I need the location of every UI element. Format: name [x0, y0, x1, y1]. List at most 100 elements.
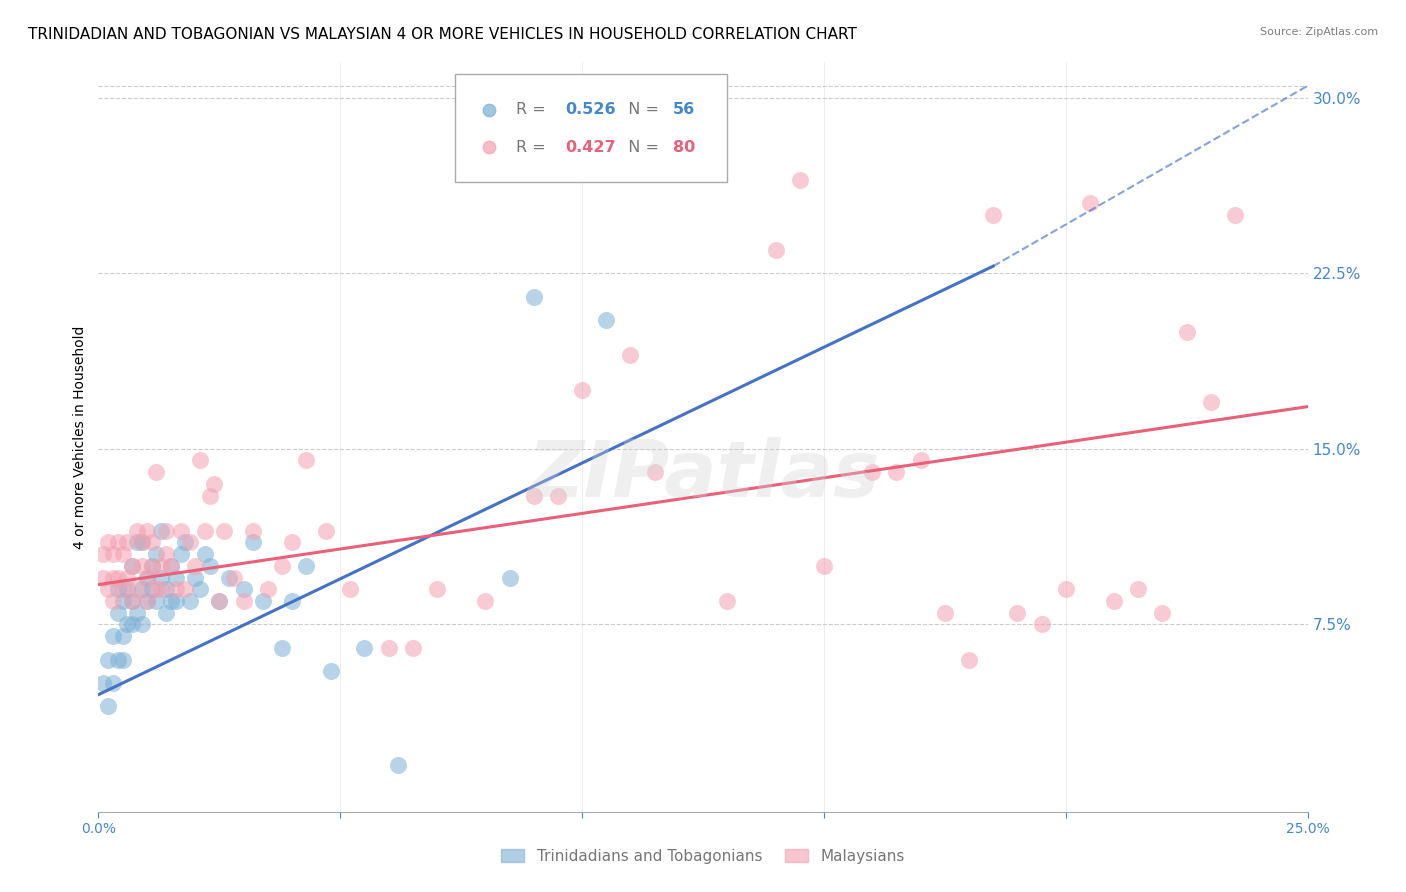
Malaysians — [179, 535, 201, 549]
Malaysians — [1054, 582, 1077, 597]
Malaysians — [339, 582, 361, 597]
Malaysians — [107, 535, 129, 549]
Trinidadians and Tobagonians — [107, 606, 129, 620]
Legend: Trinidadians and Tobagonians, Malaysians: Trinidadians and Tobagonians, Malaysians — [494, 841, 912, 871]
Malaysians — [1175, 325, 1198, 339]
Trinidadians and Tobagonians — [107, 652, 129, 666]
Malaysians — [165, 582, 187, 597]
Trinidadians and Tobagonians — [131, 617, 153, 632]
Trinidadians and Tobagonians — [111, 629, 134, 643]
Malaysians — [121, 594, 143, 608]
Text: 80: 80 — [672, 140, 695, 154]
Malaysians — [474, 594, 496, 608]
Malaysians — [402, 640, 425, 655]
Malaysians — [141, 558, 163, 573]
Trinidadians and Tobagonians — [184, 571, 207, 585]
Trinidadians and Tobagonians — [281, 594, 304, 608]
Trinidadians and Tobagonians — [127, 535, 149, 549]
Y-axis label: 4 or more Vehicles in Household: 4 or more Vehicles in Household — [73, 326, 87, 549]
Malaysians — [222, 571, 245, 585]
Malaysians — [1128, 582, 1150, 597]
Malaysians — [111, 547, 134, 561]
Text: TRINIDADIAN AND TOBAGONIAN VS MALAYSIAN 4 OR MORE VEHICLES IN HOUSEHOLD CORRELAT: TRINIDADIAN AND TOBAGONIAN VS MALAYSIAN … — [28, 27, 858, 42]
Malaysians — [194, 524, 217, 538]
Malaysians — [121, 558, 143, 573]
Trinidadians and Tobagonians — [319, 664, 342, 679]
Malaysians — [174, 582, 197, 597]
Malaysians — [1102, 594, 1125, 608]
Malaysians — [957, 652, 980, 666]
Malaysians — [271, 558, 294, 573]
Trinidadians and Tobagonians — [101, 629, 124, 643]
Malaysians — [97, 535, 120, 549]
Trinidadians and Tobagonians — [121, 594, 143, 608]
Malaysians — [1199, 395, 1222, 409]
Malaysians — [232, 594, 254, 608]
Malaysians — [184, 558, 207, 573]
Malaysians — [135, 594, 157, 608]
Trinidadians and Tobagonians — [141, 582, 163, 597]
Trinidadians and Tobagonians — [295, 558, 318, 573]
Trinidadians and Tobagonians — [155, 606, 177, 620]
Malaysians — [101, 571, 124, 585]
Trinidadians and Tobagonians — [150, 571, 173, 585]
Trinidadians and Tobagonians — [111, 652, 134, 666]
Text: 0.526: 0.526 — [565, 103, 616, 117]
Malaysians — [295, 453, 318, 467]
Malaysians — [426, 582, 449, 597]
Trinidadians and Tobagonians — [97, 652, 120, 666]
Trinidadians and Tobagonians — [252, 594, 274, 608]
Trinidadians and Tobagonians — [107, 582, 129, 597]
Malaysians — [910, 453, 932, 467]
Trinidadians and Tobagonians — [232, 582, 254, 597]
Trinidadians and Tobagonians — [242, 535, 264, 549]
Malaysians — [135, 571, 157, 585]
Malaysians — [160, 558, 183, 573]
Malaysians — [150, 558, 173, 573]
Malaysians — [1223, 208, 1246, 222]
Malaysians — [155, 524, 177, 538]
Text: 56: 56 — [672, 103, 695, 117]
Malaysians — [117, 571, 139, 585]
Malaysians — [91, 547, 114, 561]
Text: Source: ZipAtlas.com: Source: ZipAtlas.com — [1260, 27, 1378, 37]
Trinidadians and Tobagonians — [169, 547, 191, 561]
Text: 0.427: 0.427 — [565, 140, 616, 154]
Malaysians — [256, 582, 278, 597]
Trinidadians and Tobagonians — [131, 582, 153, 597]
Malaysians — [934, 606, 956, 620]
Trinidadians and Tobagonians — [165, 594, 187, 608]
Malaysians — [571, 384, 593, 398]
Malaysians — [242, 524, 264, 538]
Trinidadians and Tobagonians — [141, 558, 163, 573]
Trinidadians and Tobagonians — [117, 582, 139, 597]
Trinidadians and Tobagonians — [117, 617, 139, 632]
Malaysians — [141, 535, 163, 549]
Trinidadians and Tobagonians — [387, 758, 409, 772]
Malaysians — [135, 524, 157, 538]
Trinidadians and Tobagonians — [194, 547, 217, 561]
Malaysians — [107, 571, 129, 585]
Trinidadians and Tobagonians — [523, 289, 546, 303]
Malaysians — [131, 558, 153, 573]
Malaysians — [1078, 195, 1101, 210]
Malaysians — [1152, 606, 1174, 620]
Malaysians — [117, 535, 139, 549]
Malaysians — [97, 582, 120, 597]
Malaysians — [1007, 606, 1029, 620]
Malaysians — [127, 582, 149, 597]
Trinidadians and Tobagonians — [111, 594, 134, 608]
Trinidadians and Tobagonians — [218, 571, 240, 585]
Trinidadians and Tobagonians — [179, 594, 201, 608]
Malaysians — [91, 571, 114, 585]
Malaysians — [281, 535, 304, 549]
Trinidadians and Tobagonians — [135, 594, 157, 608]
Trinidadians and Tobagonians — [150, 524, 173, 538]
Malaysians — [315, 524, 337, 538]
Malaysians — [155, 547, 177, 561]
Malaysians — [198, 489, 221, 503]
Trinidadians and Tobagonians — [271, 640, 294, 655]
Trinidadians and Tobagonians — [353, 640, 375, 655]
Malaysians — [150, 582, 173, 597]
Malaysians — [716, 594, 738, 608]
